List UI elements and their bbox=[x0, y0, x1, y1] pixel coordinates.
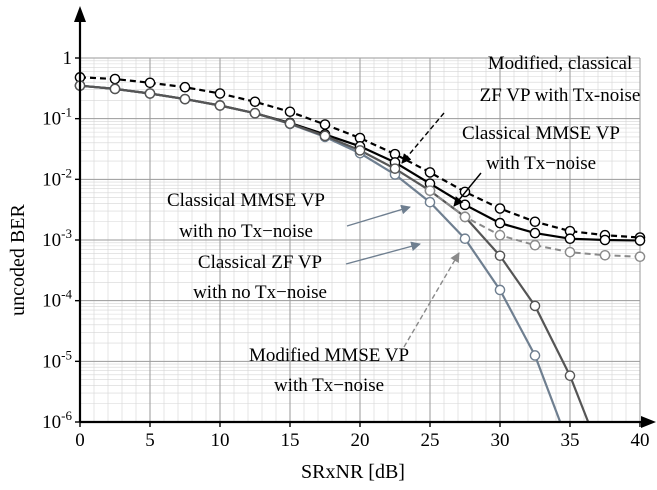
x-tick-label: 0 bbox=[75, 430, 85, 451]
y-tick-label: 10-4 bbox=[42, 287, 72, 312]
data-point-mmse_tx bbox=[494, 217, 506, 229]
data-point-mod_mmse_tx bbox=[459, 211, 471, 223]
data-point-zf_notx bbox=[249, 107, 261, 119]
data-point-mmse_notx bbox=[459, 233, 471, 245]
data-point-zf_tx bbox=[529, 216, 541, 228]
x-tick-label: 15 bbox=[281, 430, 300, 451]
annotation-arrow bbox=[453, 172, 482, 207]
tick-labels: 0 5 10 15 20 25 30 35 40 1 10-1 10-2 10-3 10-4 10-5 10-… bbox=[42, 48, 649, 451]
x-tick-label: 20 bbox=[351, 430, 370, 451]
data-point-zf_notx bbox=[529, 300, 541, 312]
annotation-text: Modified MMSE VP bbox=[249, 345, 409, 366]
data-point-mmse_tx bbox=[564, 233, 576, 245]
annotation-arrow bbox=[345, 241, 421, 265]
data-point-zf_tx bbox=[319, 119, 331, 130]
data-point-mod_mmse_tx bbox=[424, 185, 436, 196]
series-line-zf_tx bbox=[79, 76, 641, 239]
data-point-mod_mmse_tx bbox=[564, 246, 576, 258]
data-point-mmse_tx bbox=[634, 235, 646, 246]
y-axis-arrow bbox=[74, 6, 86, 22]
annotation-text: Classical MMSE VP bbox=[167, 190, 325, 211]
data-point-mmse_notx bbox=[494, 284, 506, 296]
data-point-zf_notx bbox=[354, 145, 366, 156]
x-tick-label: 35 bbox=[561, 430, 580, 451]
y-tick-label: 1 bbox=[63, 48, 73, 69]
annotation-arrow bbox=[346, 204, 411, 227]
annotation-layer: Modified, classical ZF VP with Tx-noise Cl… bbox=[167, 53, 640, 396]
series-line-zf_notx bbox=[79, 84, 590, 423]
x-axis-arrow bbox=[641, 416, 656, 428]
data-point-zf_notx bbox=[214, 100, 226, 111]
data-point-zf_tx bbox=[284, 106, 296, 118]
annotation-text: with no Tx−noise bbox=[193, 282, 327, 303]
annotation-text: with Tx−noise bbox=[486, 153, 596, 174]
data-point-zf_notx bbox=[564, 370, 576, 381]
data-point-zf_tx bbox=[179, 81, 191, 93]
data-point-zf_tx bbox=[494, 203, 506, 214]
x-tick-label: 40 bbox=[631, 430, 650, 451]
data-point-zf_tx bbox=[424, 167, 436, 178]
axes bbox=[74, 6, 656, 428]
y-tick-label: 10-2 bbox=[42, 165, 72, 190]
annotation-text: Modified, classical bbox=[488, 53, 633, 74]
annotation-text: with Tx−noise bbox=[274, 375, 384, 396]
y-axis-label: uncoded BER bbox=[7, 204, 29, 316]
x-tick-label: 30 bbox=[491, 430, 510, 451]
data-point-mmse_tx bbox=[459, 199, 471, 211]
x-tick-label: 25 bbox=[421, 430, 440, 451]
data-point-zf_notx bbox=[389, 163, 401, 174]
data-point-mod_mmse_tx bbox=[634, 251, 646, 263]
y-tick-label: 10-1 bbox=[42, 105, 72, 130]
data-point-mod_mmse_tx bbox=[494, 229, 506, 241]
annotation-text: ZF VP with Tx-noise bbox=[480, 85, 641, 106]
annotation-text: Classical MMSE VP bbox=[462, 123, 620, 144]
data-point-zf_notx bbox=[494, 250, 506, 262]
data-point-zf_tx bbox=[109, 73, 121, 85]
x-axis-label: SRxNR [dB] bbox=[301, 461, 405, 483]
data-point-mod_mmse_tx bbox=[529, 239, 541, 251]
data-point-zf_tx bbox=[249, 96, 261, 108]
data-point-zf_notx bbox=[284, 118, 296, 129]
annotation-text: with no Tx−noise bbox=[179, 221, 313, 242]
data-point-mod_mmse_tx bbox=[599, 249, 611, 261]
annotation-arrow bbox=[401, 112, 445, 164]
series-layer bbox=[74, 72, 646, 423]
y-tick-label: 10-6 bbox=[42, 408, 72, 433]
y-tick-label: 10-3 bbox=[42, 226, 72, 251]
data-point-zf_notx bbox=[109, 83, 121, 95]
data-point-zf_notx bbox=[144, 88, 156, 99]
y-tick-label: 10-5 bbox=[42, 347, 72, 372]
data-point-zf_tx bbox=[144, 77, 156, 89]
data-point-zf_notx bbox=[179, 93, 191, 105]
data-point-zf_tx bbox=[214, 88, 226, 99]
x-tick-label: 10 bbox=[211, 430, 230, 451]
data-point-mmse_notx bbox=[424, 196, 436, 208]
data-point-zf_notx bbox=[319, 130, 331, 142]
data-point-mmse_tx bbox=[599, 234, 611, 246]
data-point-mmse_notx bbox=[529, 350, 541, 361]
annotation-arrow bbox=[403, 252, 460, 348]
data-point-mmse_tx bbox=[529, 227, 541, 239]
x-tick-label: 5 bbox=[145, 430, 155, 451]
annotation-text: Classical ZF VP bbox=[198, 252, 322, 273]
